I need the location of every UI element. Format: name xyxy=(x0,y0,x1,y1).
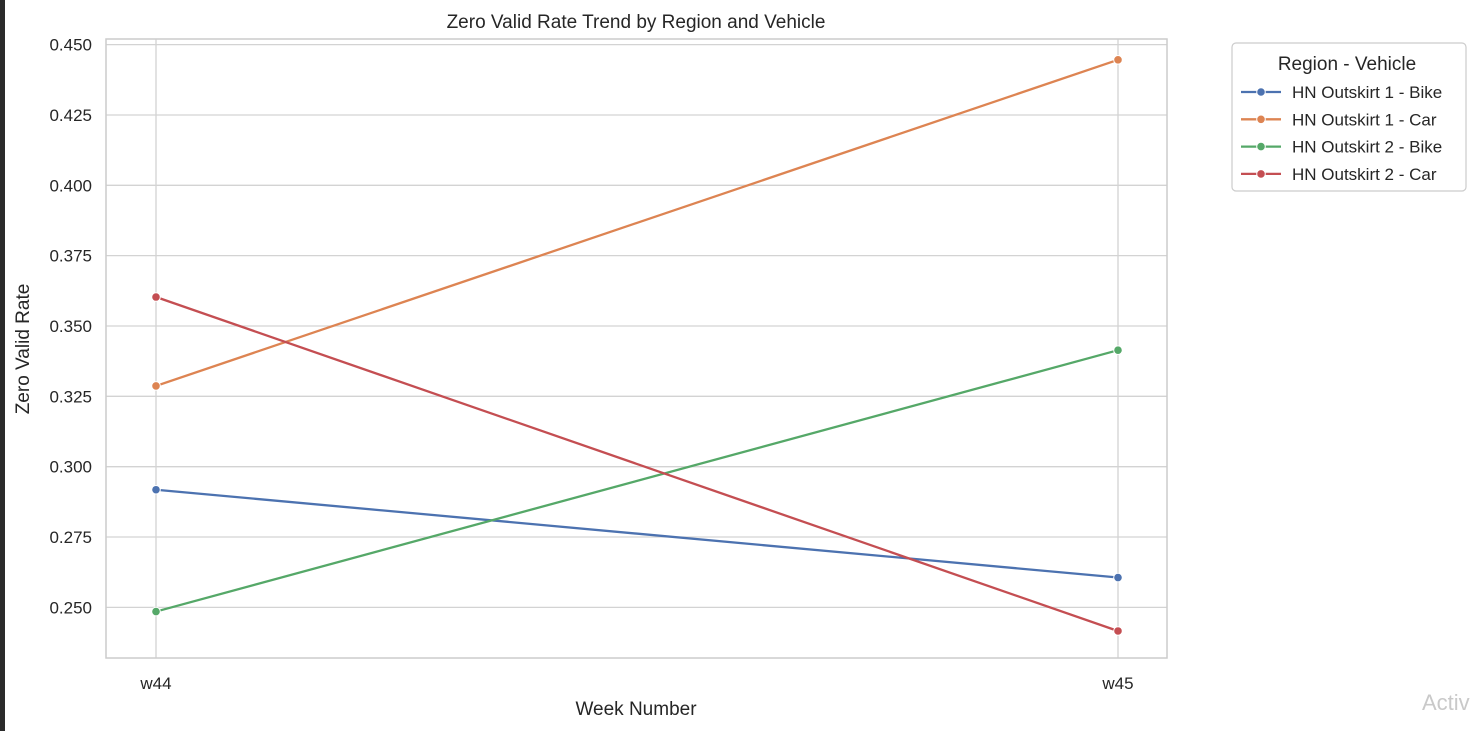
data-point xyxy=(151,292,161,302)
y-axis-label: Zero Valid Rate xyxy=(13,284,34,415)
legend-items: HN Outskirt 1 - Bike HN Outskirt 1 - Car H… xyxy=(1241,83,1442,184)
chart-title: Zero Valid Rate Trend by Region and Vehi… xyxy=(447,12,826,33)
legend-entry-label: HN Outskirt 2 - Car xyxy=(1292,165,1437,184)
x-axis-ticks: w44 w45 xyxy=(139,674,1133,693)
y-tick-label: 0.275 xyxy=(49,528,92,547)
x-tick-label: w44 xyxy=(139,674,171,693)
legend-marker xyxy=(1256,141,1266,152)
y-tick-label: 0.425 xyxy=(49,106,92,125)
data-point xyxy=(1113,345,1123,355)
data-point xyxy=(151,381,161,391)
legend: Region - Vehicle HN Outskirt 1 - BikeHN … xyxy=(1231,42,1467,192)
legend-title: Region - Vehicle xyxy=(1278,54,1416,75)
x-tick-label: w45 xyxy=(1101,674,1133,693)
x-axis-label: Week Number xyxy=(575,699,697,720)
legend-marker xyxy=(1256,87,1266,97)
y-tick-label: 0.350 xyxy=(49,317,92,336)
data-point xyxy=(1113,55,1123,65)
series-line xyxy=(155,349,1119,613)
legend-frame xyxy=(1231,42,1467,192)
data-point xyxy=(151,484,161,495)
y-tick-label: 0.250 xyxy=(49,598,92,617)
legend-entry-label: HN Outskirt 1 - Car xyxy=(1292,110,1437,129)
figure-canvas: Zero Valid Rate Trend by Region and Vehi… xyxy=(5,0,1479,731)
line-chart: Zero Valid Rate Trend by Region and Vehi… xyxy=(13,12,1467,720)
series-line xyxy=(155,58,1119,388)
activation-watermark: Activ xyxy=(1422,690,1470,715)
y-tick-label: 0.375 xyxy=(49,247,92,266)
plot-area-frame xyxy=(105,38,1168,659)
y-tick-label: 0.450 xyxy=(49,36,92,55)
legend-marker xyxy=(1256,169,1266,179)
legend-entry-label: HN Outskirt 1 - Bike xyxy=(1292,83,1442,102)
data-point xyxy=(1113,626,1123,636)
data-point xyxy=(1113,572,1123,583)
y-tick-label: 0.300 xyxy=(49,458,92,477)
series-line xyxy=(155,488,1119,579)
legend-marker xyxy=(1256,114,1266,125)
data-point xyxy=(151,606,161,617)
series-line xyxy=(155,295,1119,633)
y-tick-label: 0.325 xyxy=(49,387,92,406)
y-axis-ticks: 0.250 0.275 0.300 0.325 0.350 0.375 0.400 0.425… xyxy=(49,36,92,618)
legend-entry-label: HN Outskirt 2 - Bike xyxy=(1292,138,1442,157)
y-tick-label: 0.400 xyxy=(49,176,92,195)
grid-lines xyxy=(106,39,1167,658)
series-lines xyxy=(151,55,1123,636)
